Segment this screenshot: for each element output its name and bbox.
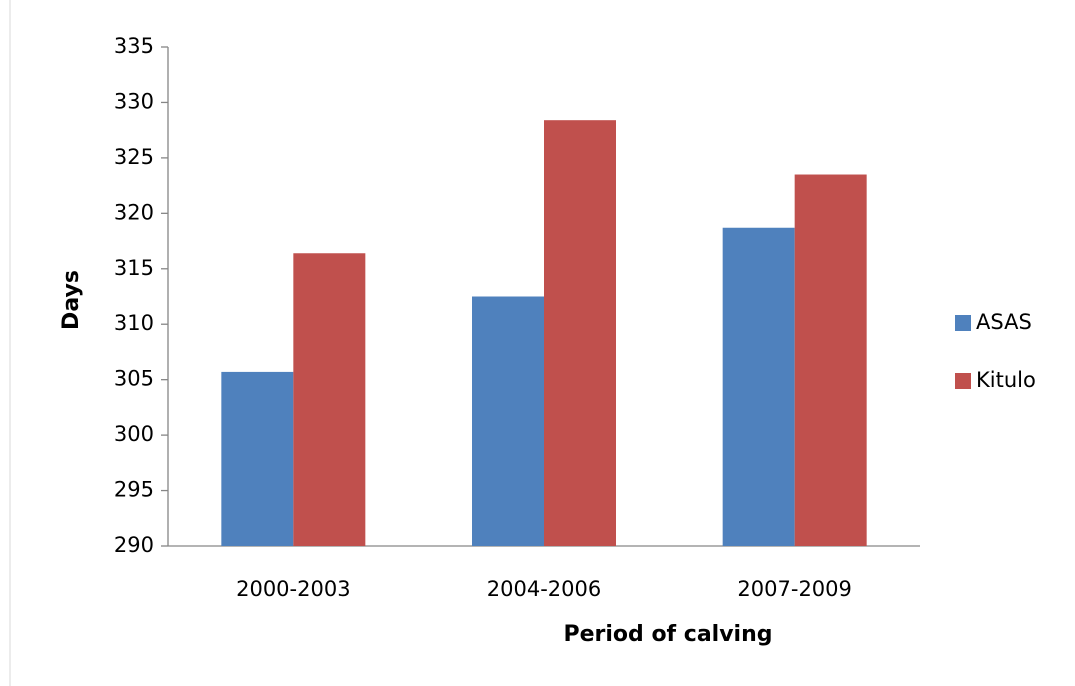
y-tick-label: 305 bbox=[114, 367, 154, 391]
x-tick-label: 2007-2009 bbox=[737, 577, 851, 601]
y-tick-label: 300 bbox=[114, 422, 154, 446]
x-tick-label: 2000-2003 bbox=[236, 577, 350, 601]
y-tick-label: 290 bbox=[114, 533, 154, 557]
bar bbox=[221, 371, 294, 546]
bar bbox=[293, 253, 366, 546]
y-tick-label: 310 bbox=[114, 311, 154, 335]
x-tick-label: 2004-2006 bbox=[487, 577, 601, 601]
y-tick-label: 330 bbox=[114, 89, 154, 113]
legend-label: ASAS bbox=[976, 310, 1032, 334]
legend-label: Kitulo bbox=[976, 368, 1036, 392]
y-tick-label: 315 bbox=[114, 256, 154, 280]
y-tick-label: 320 bbox=[114, 200, 154, 224]
y-tick-label: 295 bbox=[114, 478, 154, 502]
x-axis-label: Period of calving bbox=[563, 622, 772, 647]
bar bbox=[472, 296, 544, 546]
legend-swatch bbox=[955, 373, 971, 389]
y-axis-label: Days bbox=[59, 270, 84, 330]
bar bbox=[722, 227, 795, 546]
legend-swatch bbox=[955, 315, 971, 331]
y-tick-label: 325 bbox=[114, 145, 154, 169]
bar bbox=[544, 120, 616, 546]
y-tick-label: 335 bbox=[114, 34, 154, 58]
bar bbox=[794, 174, 867, 546]
